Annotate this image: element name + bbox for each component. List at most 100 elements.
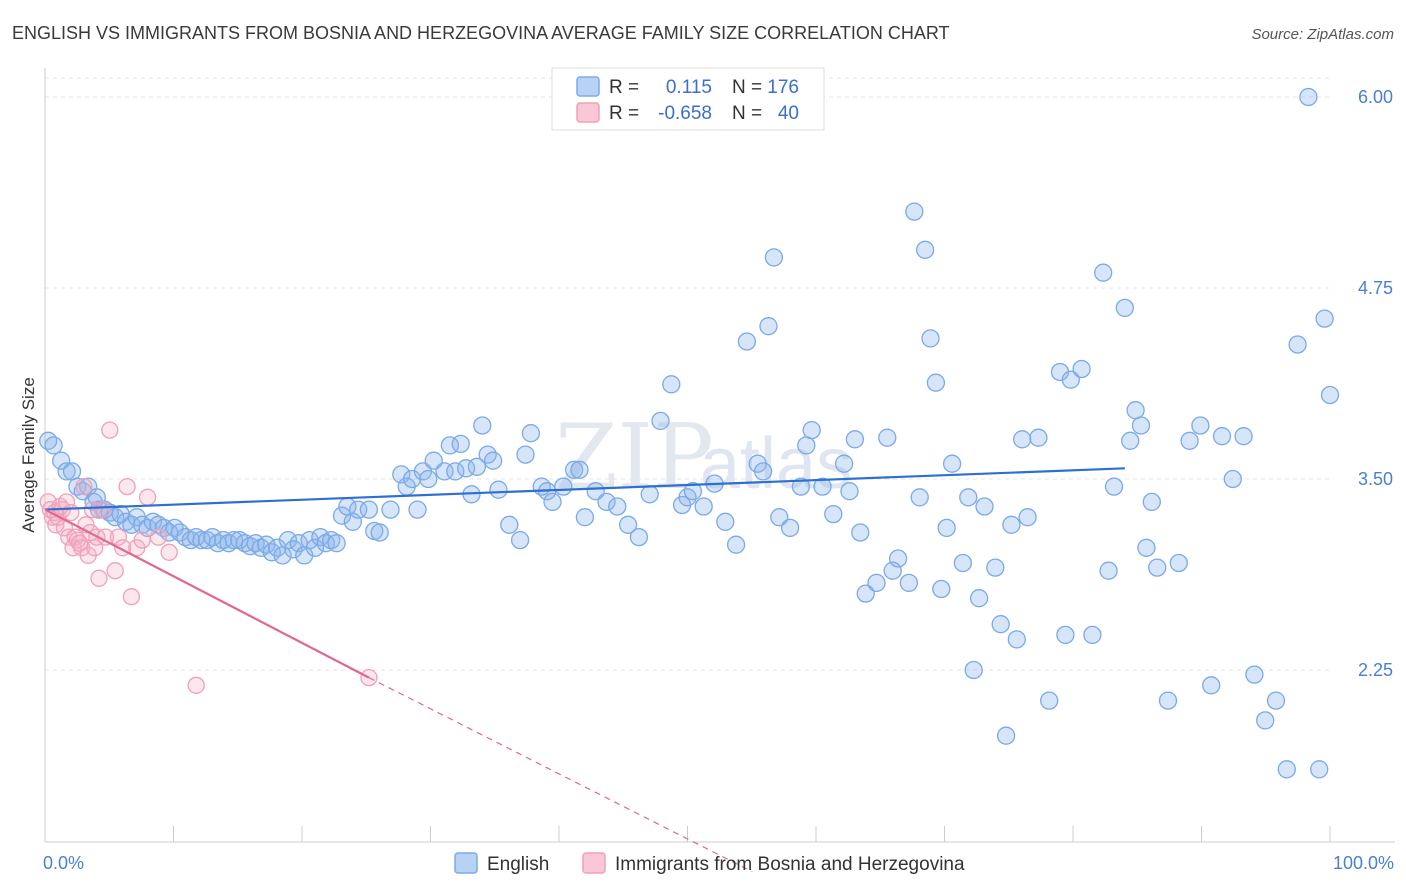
point-english-149 (1029, 428, 1048, 447)
point-english-77 (473, 416, 492, 435)
x-tick-min: 0.0% (43, 853, 84, 873)
point-english-136 (942, 454, 962, 473)
point-english-66 (408, 500, 427, 519)
point-english-160 (1121, 431, 1140, 450)
point-english-116 (802, 420, 821, 440)
point-english-138 (959, 488, 978, 507)
legend-n-value-bosnia: 40 (778, 103, 799, 124)
point-bosnia-29 (109, 528, 128, 546)
point-english-173 (1234, 427, 1253, 446)
point-english-176 (1266, 691, 1286, 710)
point-english-112 (770, 508, 789, 527)
point-english-158 (1104, 477, 1124, 496)
top-legend: R = 0.115 N = 176 R = -0.658 N = 40 (551, 67, 825, 131)
point-english-143 (991, 615, 1010, 634)
point-english-70 (435, 462, 454, 481)
point-english-113 (780, 518, 800, 538)
point-english-132 (921, 329, 940, 348)
point-bosnia-17 (75, 477, 93, 496)
y-tick-label-2: 3.50 (1358, 469, 1393, 489)
point-bosnia-36 (149, 528, 168, 546)
point-english-45 (278, 530, 298, 550)
point-english-122 (851, 523, 870, 542)
point-english-105 (716, 512, 735, 531)
point-english-80 (489, 480, 508, 499)
point-english-153 (1061, 370, 1080, 389)
point-english-58 (349, 500, 368, 519)
point-english-163 (1137, 538, 1156, 557)
point-english-115 (797, 436, 816, 455)
point-english-117 (813, 477, 832, 496)
point-english-13 (106, 508, 125, 527)
point-english-137 (953, 553, 973, 573)
point-english-84 (521, 424, 541, 443)
point-english-59 (359, 500, 379, 519)
point-english-141 (975, 497, 994, 516)
chart-title: ENGLISH VS IMMIGRANTS FROM BOSNIA AND HE… (12, 23, 950, 43)
point-english-174 (1245, 665, 1264, 684)
point-english-76 (467, 457, 487, 476)
point-english-129 (905, 202, 924, 221)
point-english-18 (133, 515, 152, 534)
point-english-121 (845, 430, 865, 449)
point-english-148 (1018, 508, 1037, 527)
point-bosnia-24 (90, 569, 108, 587)
point-english-27 (181, 530, 200, 550)
point-english-170 (1202, 676, 1221, 695)
point-english-131 (915, 240, 935, 259)
point-bosnia-9 (57, 493, 76, 511)
point-bosnia-32 (122, 588, 141, 606)
point-english-34 (219, 534, 238, 553)
point-english-83 (516, 445, 535, 464)
point-english-30 (197, 530, 217, 550)
point-english-169 (1191, 416, 1210, 435)
point-english-107 (737, 332, 757, 351)
bottom-legend-swatch-bosnia (582, 852, 606, 874)
point-english-110 (759, 317, 778, 336)
point-english-103 (694, 497, 713, 516)
point-bosnia-35 (138, 488, 157, 506)
trend-line-english (44, 467, 1125, 511)
point-english-93 (597, 492, 616, 512)
point-english-134 (932, 579, 951, 599)
point-english-52 (316, 534, 335, 553)
legend-r-value-bosnia: -0.658 (658, 103, 712, 124)
point-english-28 (187, 527, 206, 547)
point-english-4 (62, 462, 82, 481)
point-bosnia-28 (106, 562, 124, 580)
point-english-20 (143, 512, 163, 531)
trend-lines (44, 467, 1125, 873)
point-english-168 (1180, 431, 1199, 450)
point-english-135 (937, 518, 956, 538)
point-bosnia-21 (83, 500, 102, 519)
point-english-102 (683, 482, 703, 501)
y-tick-label-1: 4.75 (1358, 278, 1393, 298)
grid-lines (45, 77, 1330, 671)
bottom-legend-english: English (487, 854, 549, 875)
point-english-94 (608, 497, 627, 516)
bottom-legend-swatch-english (454, 852, 478, 874)
point-english-111 (764, 248, 784, 267)
point-bosnia-34 (133, 531, 151, 549)
point-english-124 (867, 573, 886, 593)
y-tick-label-3: 2.25 (1358, 660, 1393, 680)
point-english-69 (424, 451, 443, 470)
point-english-106 (726, 535, 746, 554)
point-english-98 (651, 411, 670, 431)
point-english-119 (834, 454, 854, 473)
point-english-95 (618, 515, 638, 534)
point-english-73 (451, 434, 470, 454)
point-english-171 (1212, 427, 1232, 446)
legend-n-value-english: 176 (767, 77, 799, 98)
y-tick-label-0: 6.00 (1358, 87, 1393, 107)
point-english-177 (1277, 760, 1296, 779)
point-english-167 (1169, 553, 1188, 573)
point-bosnia-37 (160, 543, 178, 561)
point-english-62 (381, 500, 400, 519)
x-tick-max: 100.0% (1333, 853, 1394, 873)
point-english-68 (419, 469, 438, 489)
series-bosnia-points (39, 421, 378, 694)
legend-r-label-bosnia: R = (609, 103, 639, 124)
point-english-90 (570, 460, 589, 479)
point-english-145 (1002, 515, 1021, 534)
